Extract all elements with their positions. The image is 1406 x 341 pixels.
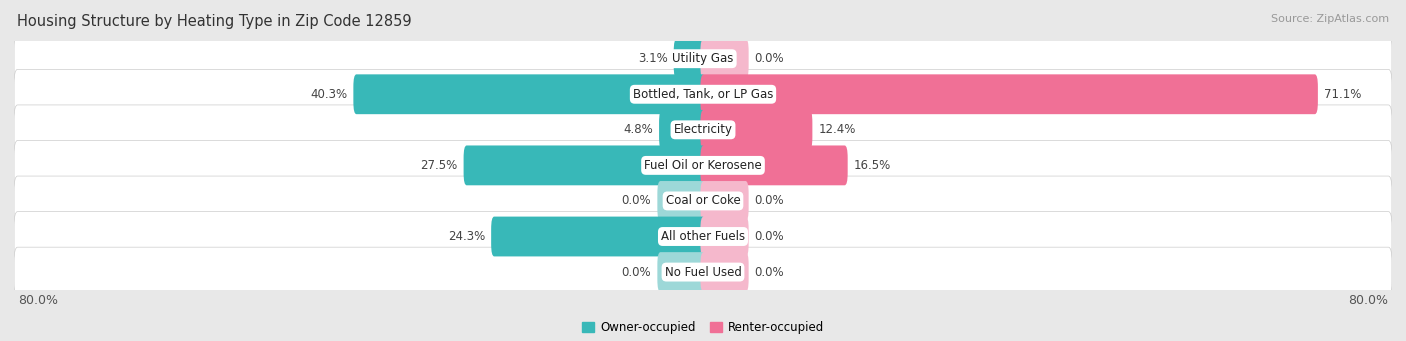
Text: 24.3%: 24.3% [449,230,485,243]
Text: Fuel Oil or Kerosene: Fuel Oil or Kerosene [644,159,762,172]
Text: 71.1%: 71.1% [1324,88,1361,101]
FancyBboxPatch shape [658,181,706,221]
FancyBboxPatch shape [700,39,748,79]
Text: 0.0%: 0.0% [755,194,785,207]
FancyBboxPatch shape [700,146,848,185]
Text: 3.1%: 3.1% [638,52,668,65]
Text: 0.0%: 0.0% [621,266,651,279]
Text: Utility Gas: Utility Gas [672,52,734,65]
Text: Coal or Coke: Coal or Coke [665,194,741,207]
FancyBboxPatch shape [700,74,1317,114]
Text: 80.0%: 80.0% [1347,294,1388,307]
FancyBboxPatch shape [14,212,1392,262]
FancyBboxPatch shape [14,140,1392,190]
FancyBboxPatch shape [353,74,706,114]
FancyBboxPatch shape [14,247,1392,297]
FancyBboxPatch shape [700,110,813,150]
FancyBboxPatch shape [14,176,1392,226]
FancyBboxPatch shape [491,217,706,256]
Text: 27.5%: 27.5% [420,159,457,172]
Text: 16.5%: 16.5% [853,159,891,172]
Text: 0.0%: 0.0% [755,230,785,243]
FancyBboxPatch shape [658,252,706,292]
FancyBboxPatch shape [700,252,748,292]
FancyBboxPatch shape [700,181,748,221]
Text: Electricity: Electricity [673,123,733,136]
FancyBboxPatch shape [14,105,1392,155]
Legend: Owner-occupied, Renter-occupied: Owner-occupied, Renter-occupied [578,316,828,339]
FancyBboxPatch shape [673,39,706,79]
Text: Housing Structure by Heating Type in Zip Code 12859: Housing Structure by Heating Type in Zip… [17,14,412,29]
Text: 0.0%: 0.0% [755,52,785,65]
Text: Source: ZipAtlas.com: Source: ZipAtlas.com [1271,14,1389,24]
FancyBboxPatch shape [659,110,706,150]
Text: Bottled, Tank, or LP Gas: Bottled, Tank, or LP Gas [633,88,773,101]
Text: 80.0%: 80.0% [18,294,59,307]
Text: 4.8%: 4.8% [623,123,652,136]
Text: 40.3%: 40.3% [311,88,347,101]
Text: 12.4%: 12.4% [818,123,856,136]
FancyBboxPatch shape [14,69,1392,119]
FancyBboxPatch shape [464,146,706,185]
FancyBboxPatch shape [14,34,1392,84]
FancyBboxPatch shape [700,217,748,256]
Text: 0.0%: 0.0% [621,194,651,207]
Text: 0.0%: 0.0% [755,266,785,279]
Text: All other Fuels: All other Fuels [661,230,745,243]
Text: No Fuel Used: No Fuel Used [665,266,741,279]
